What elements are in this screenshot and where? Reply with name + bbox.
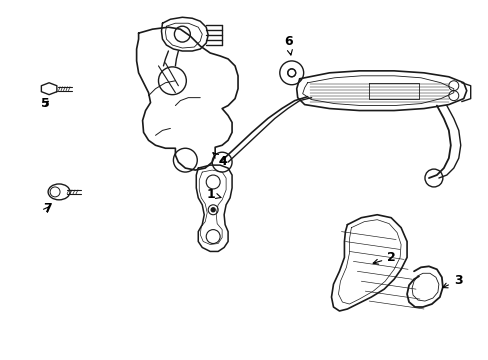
Circle shape (211, 208, 215, 212)
Text: 3: 3 (442, 274, 462, 288)
Text: 7: 7 (43, 202, 52, 215)
Circle shape (287, 69, 295, 77)
Text: 5: 5 (41, 96, 50, 109)
Text: 6: 6 (283, 35, 292, 55)
Text: 4: 4 (213, 153, 226, 168)
Text: 1: 1 (206, 188, 221, 201)
Text: 2: 2 (372, 251, 395, 264)
